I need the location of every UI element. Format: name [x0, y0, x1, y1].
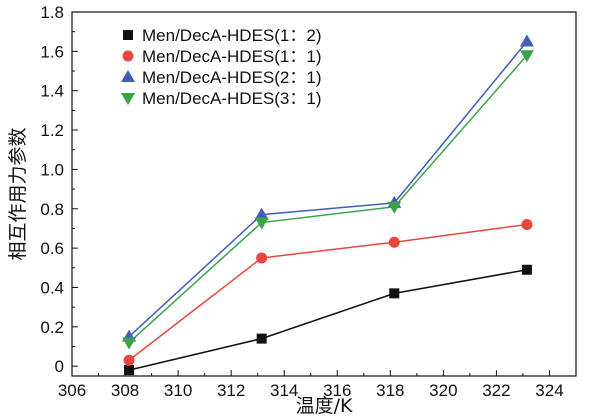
y-axis-label: 相互作用力参数	[7, 127, 29, 260]
data-point	[521, 264, 532, 275]
y-tick-label: 1.0	[40, 160, 64, 179]
data-point	[124, 365, 135, 376]
y-tick-label: 0.6	[40, 239, 64, 258]
data-point	[387, 201, 402, 214]
x-tick-label: 310	[164, 381, 192, 400]
legend-entry: Men/DecA-HDES(2：1)	[121, 68, 322, 87]
series-line	[128, 54, 528, 344]
y-tick-label: 1.2	[40, 121, 64, 140]
data-point	[123, 354, 135, 366]
data-point	[254, 217, 269, 230]
y-tick-label: 0.4	[40, 278, 64, 297]
series-2	[123, 218, 533, 366]
y-tick-label: 0	[55, 357, 64, 376]
x-tick-label: 318	[376, 381, 404, 400]
series-layer	[122, 34, 534, 376]
x-tick-label: 306	[58, 381, 86, 400]
y-tick-label: 1.8	[40, 3, 64, 22]
x-axis-label: 温度/K	[296, 395, 353, 417]
legend-label: Men/DecA-HDES(3：1)	[142, 89, 322, 108]
legend-marker	[122, 50, 134, 62]
x-tick-label: 308	[111, 381, 139, 400]
legend-label: Men/DecA-HDES(1：2)	[142, 26, 322, 45]
data-point	[256, 333, 267, 344]
data-point	[388, 236, 400, 248]
series-line	[128, 269, 528, 371]
legend-marker	[123, 30, 133, 40]
series-4	[122, 50, 534, 350]
x-tick-label: 312	[217, 381, 245, 400]
series-line	[128, 41, 528, 338]
legend-entry: Men/DecA-HDES(1：1)	[122, 47, 322, 66]
data-point	[122, 337, 137, 350]
x-tick-label: 324	[535, 381, 563, 400]
y-tick-label: 1.4	[40, 82, 64, 101]
legend-label: Men/DecA-HDES(1：1)	[142, 47, 322, 66]
legend: Men/DecA-HDES(1：2) Men/DecA-HDES(1：1) Men/…	[121, 26, 322, 108]
legend-marker	[121, 70, 135, 82]
x-tick-label: 316	[323, 381, 351, 400]
series-1	[124, 264, 532, 376]
data-point	[389, 288, 400, 299]
legend-entry: Men/DecA-HDES(3：1)	[121, 89, 322, 108]
series-line	[128, 223, 528, 361]
data-point	[519, 50, 534, 63]
ticks: 306 308 310 312 314 316 318 320 322 324 0 0.2 0.4 0.6…	[40, 3, 563, 400]
y-tick-label: 0.2	[40, 318, 64, 337]
x-tick-label: 322	[482, 381, 510, 400]
legend-marker	[121, 93, 135, 105]
x-tick-label: 314	[270, 381, 298, 400]
y-tick-label: 0.8	[40, 200, 64, 219]
data-point	[521, 218, 533, 230]
y-tick-label: 1.6	[40, 42, 64, 61]
data-point	[254, 207, 269, 220]
plot-frame	[71, 11, 577, 377]
legend-entry: Men/DecA-HDES(1：2)	[123, 26, 322, 45]
legend-label: Men/DecA-HDES(2：1)	[142, 68, 322, 87]
x-tick-label: 320	[429, 381, 457, 400]
axes-frame	[71, 11, 577, 377]
data-point	[519, 34, 534, 47]
data-point	[256, 252, 268, 264]
